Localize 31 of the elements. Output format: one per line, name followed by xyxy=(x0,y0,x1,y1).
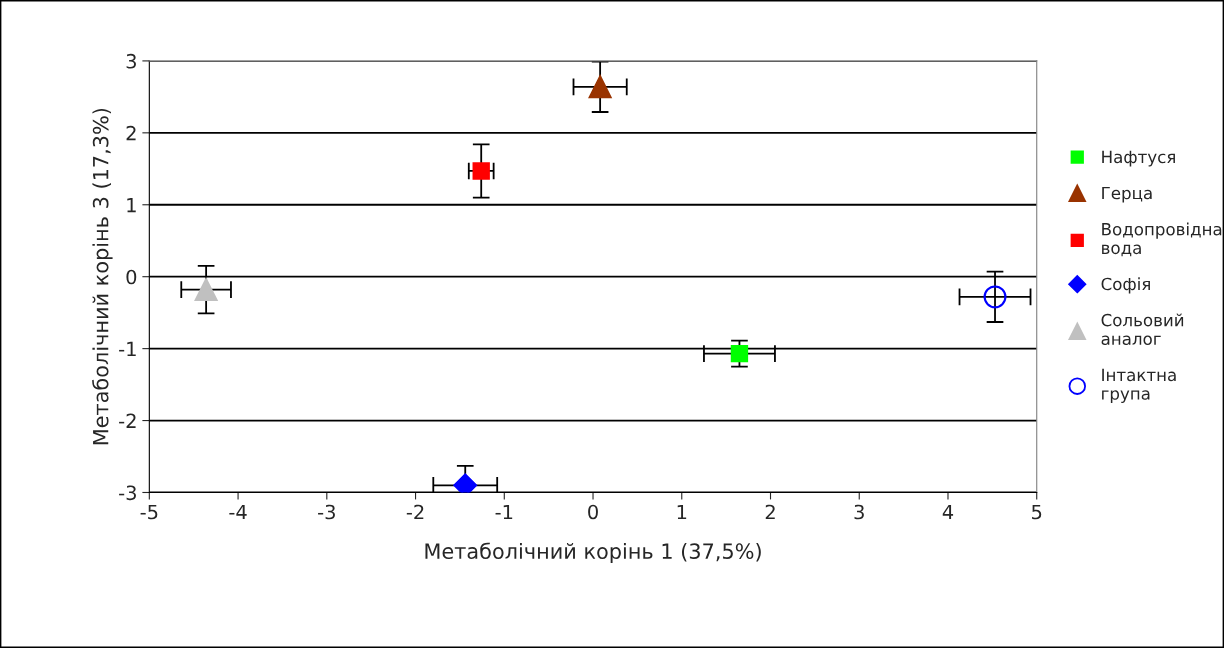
x-tick-label: -1 xyxy=(495,504,513,520)
point xyxy=(588,75,612,99)
x-axis-title: Метаболічний корінь 1 (37,5%) xyxy=(425,542,761,564)
legend-label: Нафтуся xyxy=(1102,150,1175,167)
y-tick-label: -3 xyxy=(119,485,136,501)
point xyxy=(983,285,1007,309)
point xyxy=(730,344,749,363)
y-tick-label: 3 xyxy=(126,53,136,69)
y-tick-label: -2 xyxy=(119,413,136,428)
x-tick-label: -4 xyxy=(229,504,247,520)
x-tick-label: 5 xyxy=(1032,504,1042,520)
y-axis-title: Метаболічний корінь 3 (17,3%) xyxy=(92,108,113,445)
point xyxy=(472,162,490,180)
y-tick-label: 0 xyxy=(126,269,137,285)
legend-label: Інтактна група xyxy=(1102,368,1176,404)
x-tick-label: 1 xyxy=(677,504,687,520)
point xyxy=(194,278,218,302)
legend-label: Герца xyxy=(1102,186,1152,203)
legend-label: Водопровідна вода xyxy=(1102,222,1222,257)
y-tick-label: -1 xyxy=(119,341,136,357)
x-tick-label: -5 xyxy=(140,504,158,520)
x-tick-label: 4 xyxy=(942,504,954,520)
y-tick-label: 1 xyxy=(127,197,136,213)
legend-label: Сольовий аналог xyxy=(1101,313,1184,346)
x-tick-label: 2 xyxy=(765,504,775,520)
y-tick-label: 2 xyxy=(126,125,136,141)
x-tick-label: 0 xyxy=(588,504,598,520)
x-tick-label: -3 xyxy=(318,504,335,520)
legend-label: Софія xyxy=(1101,277,1150,294)
x-tick-label: 3 xyxy=(854,504,864,520)
x-tick-label: -2 xyxy=(406,504,424,520)
